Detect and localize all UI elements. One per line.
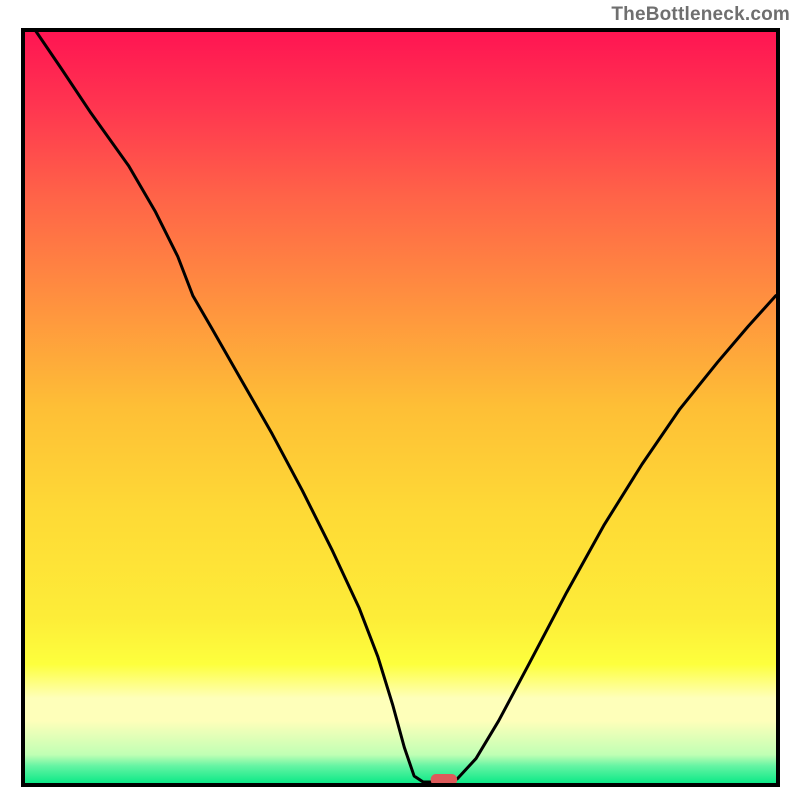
chart-background (23, 30, 778, 785)
bottleneck-curve-chart (0, 0, 800, 800)
chart-container: TheBottleneck.com (0, 0, 800, 800)
watermark-text: TheBottleneck.com (611, 4, 790, 26)
